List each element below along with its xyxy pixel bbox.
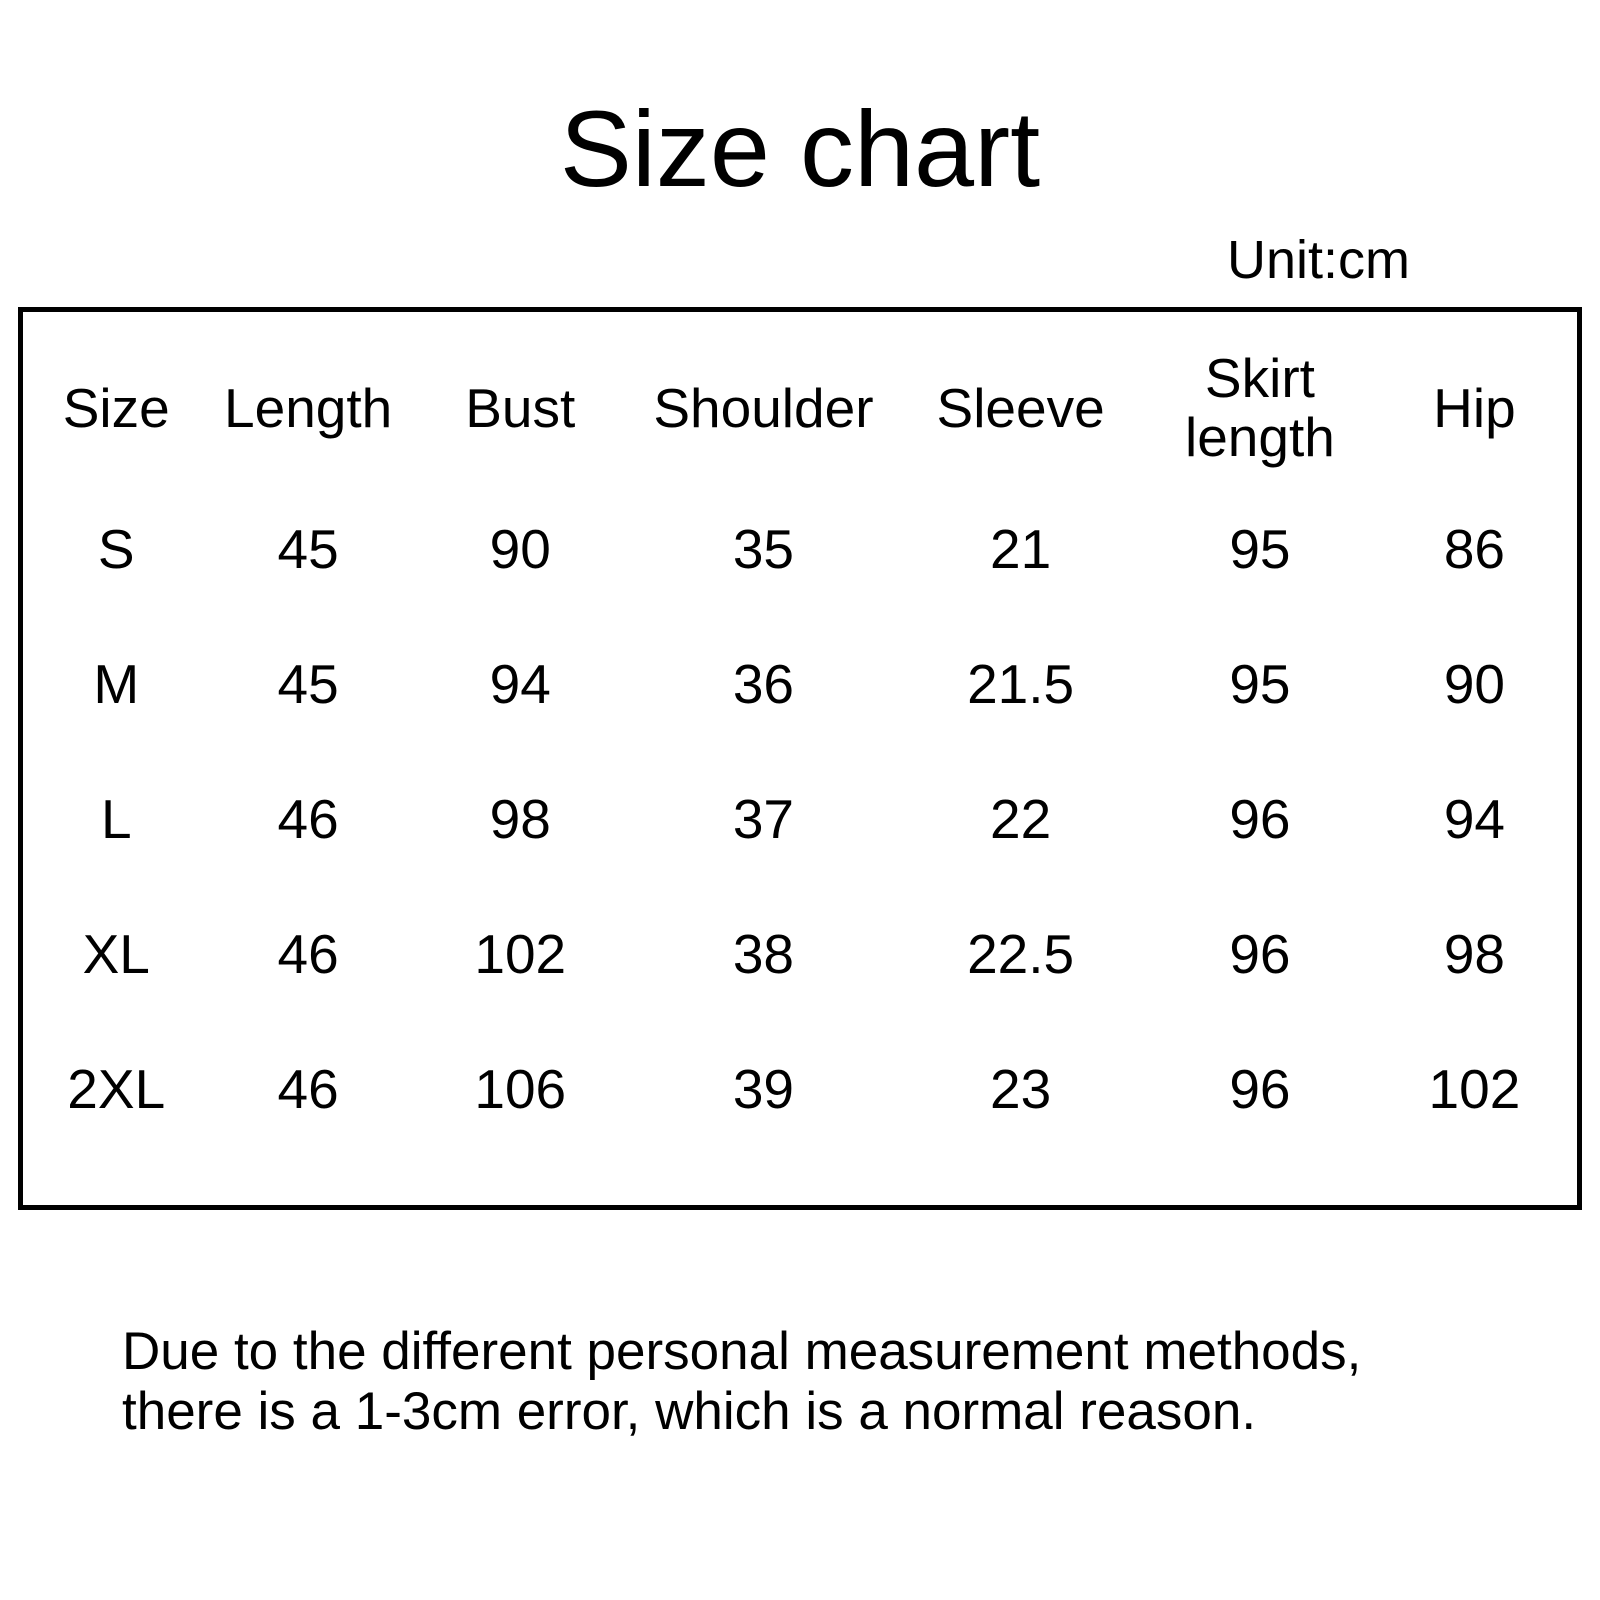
table-cell: 86 [1443,518,1505,581]
col-header-bust: Bust [465,376,576,439]
table-cell: 22.5 [967,923,1075,986]
table-cell: 94 [1443,788,1505,851]
table-row-m: M 45 94 36 21.5 95 90 [23,617,1577,752]
table-cell: 96 [1229,1058,1291,1121]
table-cell: 36 [732,653,795,716]
table-cell: 96 [1229,788,1291,851]
row-size-label: M [93,653,140,716]
table-cell: 38 [732,923,795,986]
table-cell: 102 [474,923,567,986]
col-header-size: Size [62,376,170,439]
row-size-label: 2XL [67,1058,166,1121]
table-cell: 94 [489,653,551,716]
col-header-shoulder: Shoulder [653,376,874,439]
table-cell: 106 [474,1058,567,1121]
row-size-label: XL [82,923,150,986]
col-header-skirt-length: Skirt length [1148,312,1372,482]
row-size-label: L [100,788,132,851]
note-line-2: there is a 1-3cm error, which is a norma… [122,1382,1257,1442]
table-row-l: L 46 98 37 22 96 94 [23,752,1577,887]
table-cell: 46 [277,788,339,851]
col-header-skirt-length-line2: length [1185,406,1335,469]
col-header-length: Length [224,376,393,439]
table-row-2xl: 2XL 46 106 39 23 96 102 [23,1022,1577,1157]
table-cell: 46 [277,1058,339,1121]
table-cell: 96 [1229,923,1291,986]
col-header-hip: Hip [1433,376,1516,439]
table-cell: 90 [1443,653,1505,716]
table-bottom-spacer [23,1157,1577,1205]
table-cell: 98 [489,788,551,851]
table-row-s: S 45 90 35 21 95 86 [23,482,1577,617]
table-cell: 35 [732,518,795,581]
table-cell: 21 [990,518,1052,581]
table-cell: 37 [732,788,795,851]
table-cell: 95 [1229,653,1291,716]
page-title: Size chart [559,88,1041,209]
table-cell: 95 [1229,518,1291,581]
row-size-label: S [97,518,135,581]
size-table: Size Length Bust Shoulder Sleeve Skirt l… [18,307,1582,1211]
table-row-xl: XL 46 102 38 22.5 96 98 [23,887,1577,1022]
header-row: Size Length Bust Shoulder Sleeve Skirt l… [23,312,1577,482]
note-text: Due to the different personal measuremen… [122,1322,1540,1442]
note-line-1: Due to the different personal measuremen… [122,1322,1362,1382]
table-cell: 45 [277,653,339,716]
table-cell: 102 [1428,1058,1521,1121]
col-header-skirt-length-line1: Skirt [1204,347,1315,409]
table-cell: 21.5 [967,653,1075,716]
col-header-sleeve: Sleeve [936,376,1105,439]
table-cell: 45 [277,518,339,581]
table-cell: 98 [1443,923,1505,986]
unit-label: Unit:cm [1226,230,1410,291]
table-cell: 23 [990,1058,1052,1121]
table-cell: 90 [489,518,551,581]
table-cell: 39 [732,1058,795,1121]
table-cell: 46 [277,923,339,986]
table-cell: 22 [990,788,1052,851]
